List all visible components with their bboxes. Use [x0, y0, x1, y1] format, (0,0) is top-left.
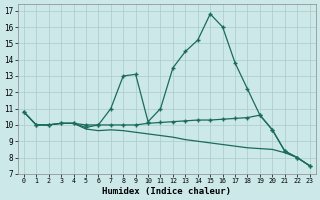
X-axis label: Humidex (Indice chaleur): Humidex (Indice chaleur) — [102, 187, 231, 196]
